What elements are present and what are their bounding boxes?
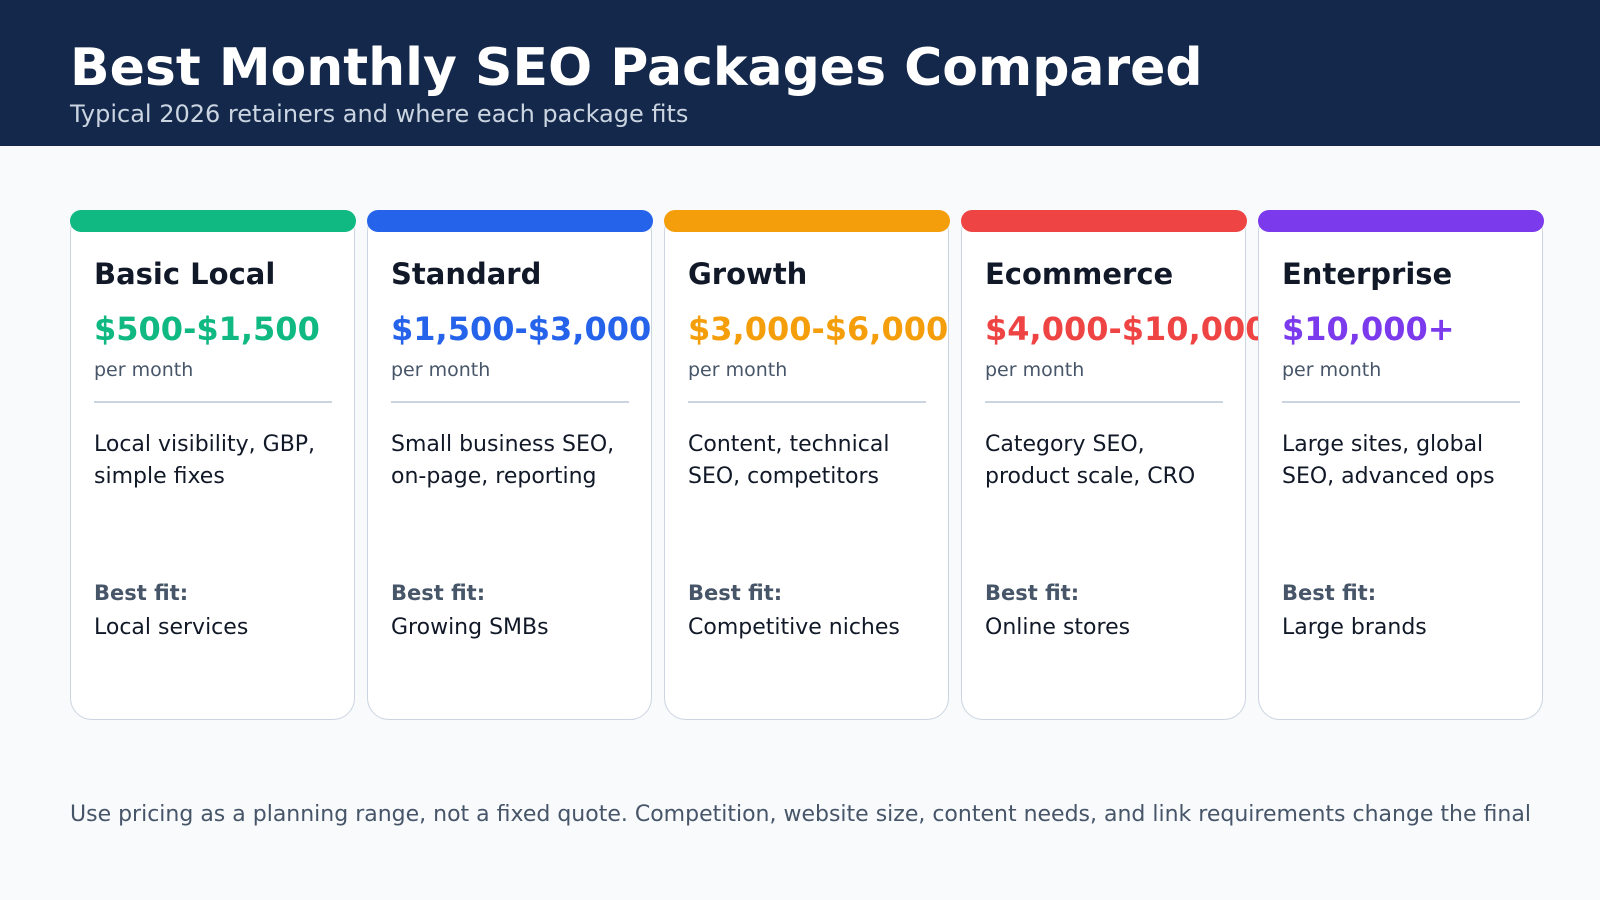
package-description: Large sites, global SEO, advanced ops xyxy=(1282,432,1495,489)
best-fit-label: Best fit: xyxy=(391,581,486,605)
package-card-ecommerce: Ecommerce $4,000-$10,000 per month Categ… xyxy=(960,209,1268,720)
best-fit-value: Online stores xyxy=(985,615,1131,640)
package-name: Enterprise xyxy=(1282,257,1453,291)
package-name: Growth xyxy=(688,257,808,291)
card-accent-bar xyxy=(960,209,1247,232)
card-accent-bar xyxy=(663,209,950,232)
package-name: Basic Local xyxy=(94,257,276,291)
package-price: $10,000+ xyxy=(1282,310,1455,348)
page-subtitle: Typical 2026 retainers and where each pa… xyxy=(70,100,689,128)
card-divider xyxy=(985,401,1223,403)
best-fit-label: Best fit: xyxy=(985,581,1080,605)
package-price: $500-$1,500 xyxy=(94,310,320,348)
package-period: per month xyxy=(391,359,491,381)
page-title: Best Monthly SEO Packages Compared xyxy=(70,38,1203,98)
best-fit-value: Large brands xyxy=(1282,615,1427,640)
package-card-growth: Growth $3,000-$6,000 per month Content, … xyxy=(663,209,950,720)
card-accent-bar xyxy=(366,209,653,232)
footer-note: Use pricing as a planning range, not a f… xyxy=(70,802,1531,827)
package-card-basic-local: Basic Local $500-$1,500 per month Local … xyxy=(69,209,356,720)
card-divider xyxy=(94,401,332,403)
package-description: Category SEO, product scale, CRO xyxy=(985,432,1196,489)
package-price: $1,500-$3,000 xyxy=(391,310,652,348)
card-divider xyxy=(1282,401,1520,403)
package-description: Small business SEO, on-page, reporting xyxy=(391,432,615,489)
package-description: Content, technical SEO, competitors xyxy=(688,432,890,489)
package-card-enterprise: Enterprise $10,000+ per month Large site… xyxy=(1257,209,1544,720)
package-period: per month xyxy=(1282,359,1382,381)
best-fit-value: Local services xyxy=(94,615,249,640)
package-price: $3,000-$6,000 xyxy=(688,310,949,348)
best-fit-label: Best fit: xyxy=(688,581,783,605)
package-card-standard: Standard $1,500-$3,000 per month Small b… xyxy=(366,209,653,720)
card-accent-bar xyxy=(69,209,356,232)
package-period: per month xyxy=(985,359,1085,381)
best-fit-label: Best fit: xyxy=(94,581,189,605)
card-divider xyxy=(688,401,926,403)
header-banner: Best Monthly SEO Packages Compared Typic… xyxy=(0,0,1600,146)
package-period: per month xyxy=(688,359,788,381)
package-cards: Basic Local $500-$1,500 per month Local … xyxy=(69,209,1568,720)
package-name: Standard xyxy=(391,257,542,291)
package-description: Local visibility, GBP, simple fixes xyxy=(94,432,316,489)
package-name: Ecommerce xyxy=(985,257,1174,291)
card-divider xyxy=(391,401,629,403)
best-fit-label: Best fit: xyxy=(1282,581,1377,605)
best-fit-value: Competitive niches xyxy=(688,615,900,640)
package-period: per month xyxy=(94,359,194,381)
package-price: $4,000-$10,000 xyxy=(985,310,1268,348)
card-accent-bar xyxy=(1257,209,1544,232)
best-fit-value: Growing SMBs xyxy=(391,615,549,640)
